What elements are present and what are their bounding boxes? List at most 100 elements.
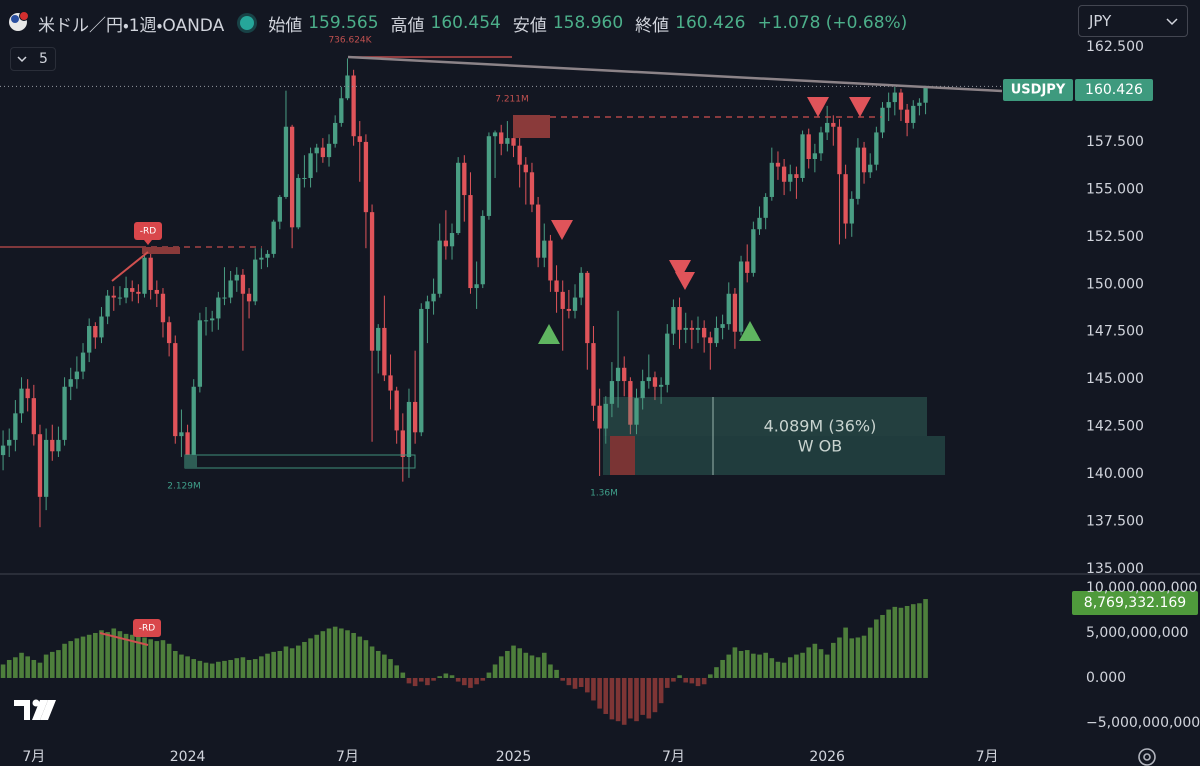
candle-body bbox=[634, 398, 639, 425]
candle-body bbox=[843, 174, 848, 224]
ohlc-label: 安値 bbox=[512, 15, 547, 36]
histogram-bar bbox=[179, 654, 184, 678]
x-tick-label: 2025 bbox=[496, 749, 532, 765]
candle-body bbox=[603, 403, 608, 429]
candle-body bbox=[917, 102, 922, 106]
candle-body bbox=[443, 240, 449, 247]
candle-body bbox=[554, 280, 559, 292]
candle-body bbox=[406, 401, 412, 457]
histogram-bar bbox=[738, 650, 744, 678]
histogram-bar bbox=[554, 669, 559, 678]
histogram-bar bbox=[462, 677, 467, 686]
candle-body bbox=[351, 75, 356, 137]
histogram-bar bbox=[671, 677, 676, 682]
candle-body bbox=[689, 327, 695, 330]
candle-body bbox=[339, 98, 344, 123]
candle-body bbox=[505, 138, 510, 144]
histogram-bar bbox=[523, 652, 529, 678]
candle-body bbox=[818, 132, 824, 154]
histogram-bar bbox=[849, 638, 855, 678]
candle-body bbox=[179, 432, 184, 437]
histogram-bar bbox=[585, 677, 590, 693]
candle-body bbox=[277, 196, 282, 222]
supply-box bbox=[513, 115, 550, 138]
candle-body bbox=[123, 288, 129, 298]
histogram-bar bbox=[240, 657, 246, 678]
histogram-bar bbox=[314, 634, 320, 678]
candle-body bbox=[333, 122, 338, 144]
histogram-bar bbox=[6, 659, 12, 678]
candle-body bbox=[308, 153, 313, 178]
histogram-bar bbox=[787, 657, 793, 678]
histogram-bar bbox=[203, 662, 209, 678]
histogram-bar bbox=[455, 677, 461, 682]
candle-body bbox=[369, 212, 375, 351]
symbol-tag bbox=[1003, 79, 1073, 101]
y-tick-label: 147.500 bbox=[1086, 324, 1144, 340]
header: 米ドル／円・1週・OANDA 始値 159.565 高値 160.454 安値 158… bbox=[38, 10, 913, 36]
candle-body bbox=[62, 386, 67, 440]
gear-core[interactable] bbox=[1143, 753, 1151, 761]
candle-body bbox=[751, 229, 756, 273]
histogram-bar bbox=[431, 677, 436, 681]
candle-body bbox=[825, 122, 830, 133]
histogram-bar bbox=[892, 606, 898, 678]
histogram-bar bbox=[252, 659, 258, 678]
chevron[interactable] bbox=[17, 56, 27, 63]
rd-label: -RD bbox=[139, 624, 156, 634]
histogram-bar bbox=[369, 646, 375, 678]
histogram-bar bbox=[800, 652, 805, 678]
histogram-bar bbox=[86, 634, 92, 678]
candle-body bbox=[560, 291, 565, 309]
gear[interactable] bbox=[1138, 748, 1156, 766]
candle-body bbox=[646, 377, 651, 382]
candle-body bbox=[50, 439, 55, 452]
y-tick-label: 140.000 bbox=[1086, 466, 1144, 482]
histogram-bar bbox=[123, 633, 129, 678]
y-tick-label: 145.000 bbox=[1086, 371, 1144, 387]
histogram-bar bbox=[818, 649, 824, 678]
candle-body bbox=[154, 289, 159, 294]
candle-body bbox=[628, 381, 633, 425]
histogram-bar bbox=[234, 658, 240, 678]
chevron[interactable] bbox=[1166, 18, 1178, 26]
price-tag bbox=[1075, 79, 1153, 101]
candle-body bbox=[529, 172, 535, 205]
market-status bbox=[240, 16, 255, 30]
histogram-bar bbox=[683, 677, 689, 683]
candle-body bbox=[93, 326, 98, 338]
candle-body bbox=[388, 375, 393, 391]
volume-label: 7.211M bbox=[495, 95, 529, 105]
rd-diagonal bbox=[99, 632, 149, 646]
histogram-bar bbox=[136, 636, 141, 678]
candle-body bbox=[74, 371, 80, 380]
indicator-toggle[interactable]: 5 bbox=[10, 47, 56, 71]
histogram-bar bbox=[25, 656, 30, 678]
histogram-bar bbox=[13, 657, 18, 678]
candle-body bbox=[345, 75, 350, 99]
candle-body bbox=[412, 401, 418, 433]
candle-body bbox=[609, 381, 615, 404]
currency-select[interactable]: JPY bbox=[1078, 5, 1188, 37]
candle-body bbox=[480, 215, 485, 285]
candle-body bbox=[708, 337, 713, 344]
candle-body bbox=[394, 390, 399, 431]
candle-body bbox=[234, 274, 239, 281]
histogram-bar bbox=[511, 645, 516, 678]
histogram-bar bbox=[228, 659, 233, 678]
histogram-bar bbox=[566, 677, 572, 686]
y-tick-label: 135.000 bbox=[1086, 561, 1144, 577]
change: +1.078 (+0.68%) bbox=[757, 13, 908, 33]
histogram-bar bbox=[714, 667, 719, 678]
sell-signal bbox=[807, 97, 829, 117]
histogram-bar bbox=[652, 677, 658, 713]
buy-signal bbox=[739, 321, 761, 341]
ob-box-lower bbox=[603, 436, 945, 475]
settings-icon[interactable] bbox=[1138, 748, 1156, 766]
histogram-bar bbox=[517, 648, 522, 678]
candle-body bbox=[548, 240, 553, 281]
histogram-bar bbox=[289, 648, 295, 678]
candle-body bbox=[492, 132, 498, 137]
candle-body bbox=[148, 257, 153, 290]
candle-body bbox=[720, 324, 725, 328]
